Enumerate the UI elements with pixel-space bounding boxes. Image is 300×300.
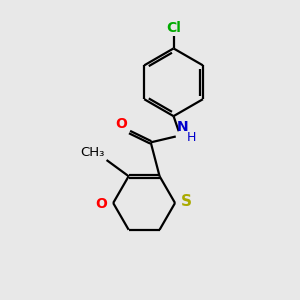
Text: O: O xyxy=(115,117,127,130)
Text: N: N xyxy=(177,120,189,134)
Text: S: S xyxy=(181,194,192,209)
Text: Cl: Cl xyxy=(166,21,181,34)
Text: CH₃: CH₃ xyxy=(80,146,104,159)
Text: O: O xyxy=(95,197,107,212)
Text: H: H xyxy=(187,130,196,144)
